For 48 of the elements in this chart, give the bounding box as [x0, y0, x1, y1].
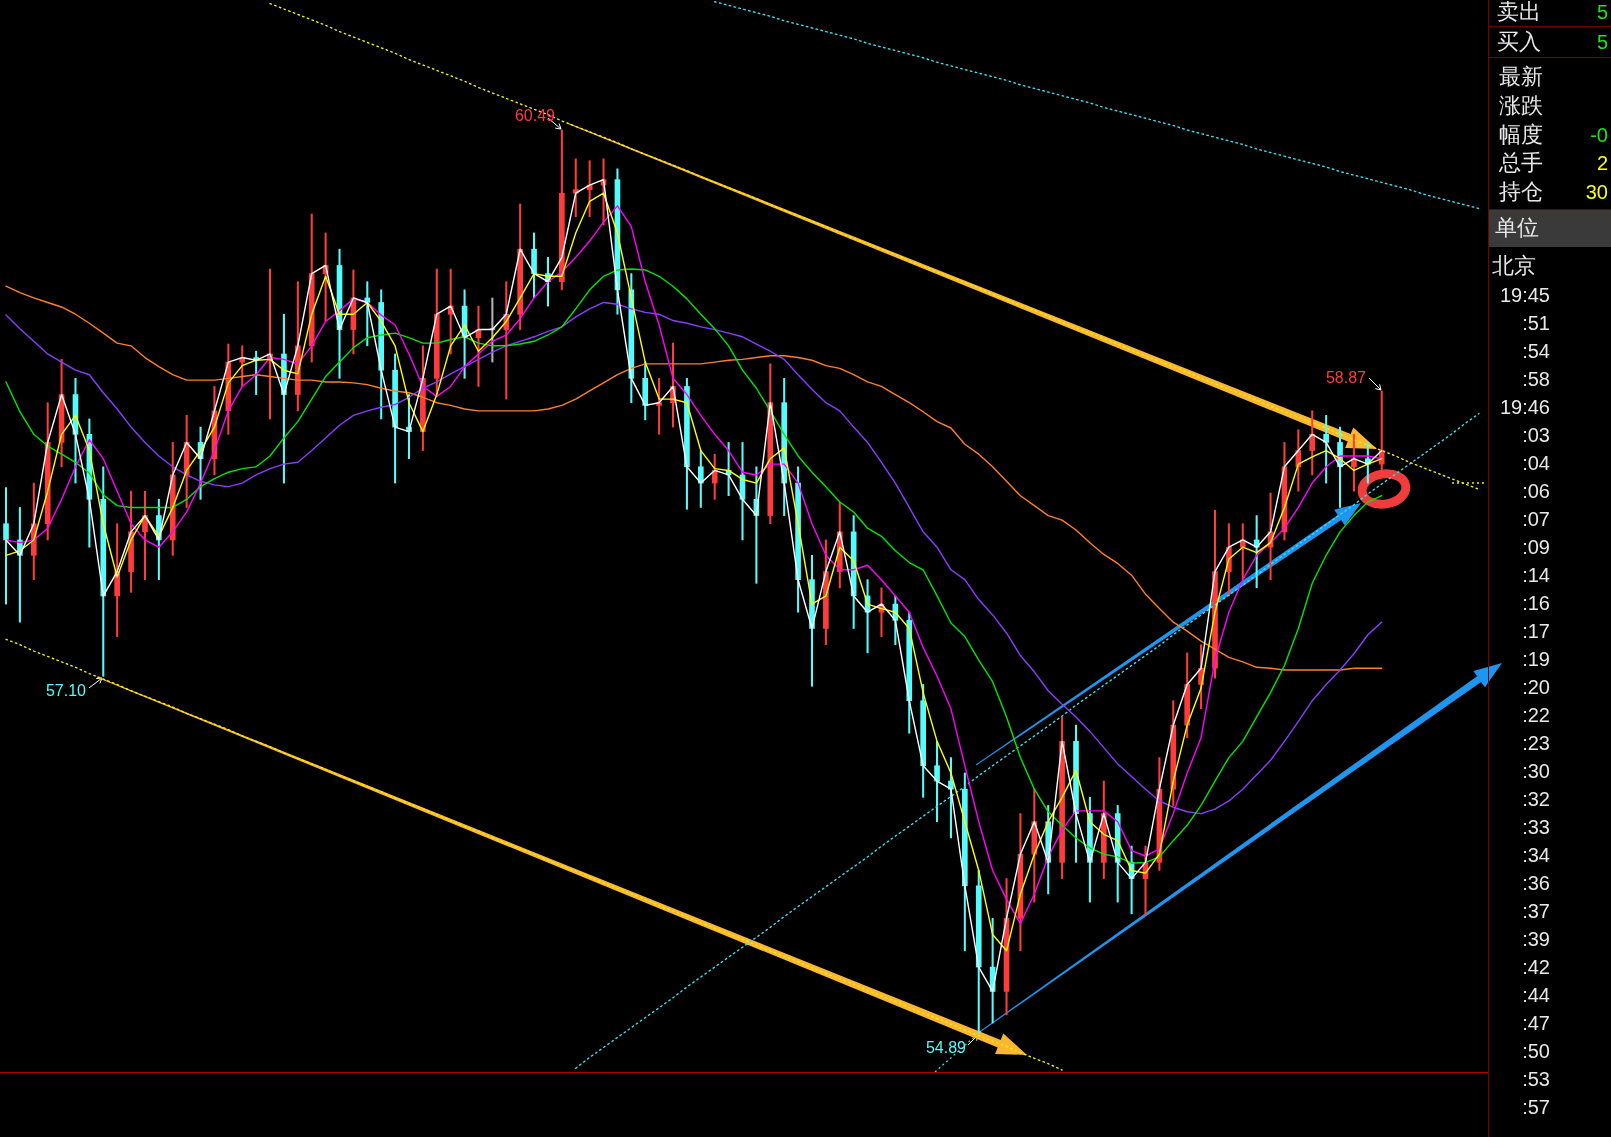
text: :39	[1522, 928, 1550, 950]
text: :22	[1522, 704, 1550, 726]
text: 2	[1596, 152, 1608, 174]
text: :33	[1522, 816, 1550, 838]
text: :30	[1522, 760, 1550, 782]
text: :03	[1522, 424, 1550, 446]
text: :16	[1522, 592, 1550, 614]
text: :51	[1522, 312, 1550, 334]
text: 单位	[1495, 215, 1539, 240]
text: 5	[1596, 31, 1608, 53]
text: :44	[1522, 984, 1550, 1006]
text: :42	[1522, 956, 1550, 978]
text: 最新	[1499, 64, 1543, 89]
text: 60.49	[514, 107, 556, 125]
text: 30	[1585, 181, 1608, 203]
text: 19:45	[1499, 284, 1550, 306]
text: :47	[1522, 1012, 1550, 1034]
text: :07	[1522, 508, 1550, 530]
text: :58	[1522, 368, 1550, 390]
text: 涨跌	[1499, 93, 1543, 118]
annotation: 58.87	[1325, 369, 1367, 387]
text: :50	[1522, 1040, 1550, 1062]
annotation: 57.10	[45, 682, 87, 700]
text: 总手	[1499, 150, 1543, 175]
text: :57	[1522, 1096, 1550, 1118]
text: :19	[1522, 648, 1550, 670]
text: :06	[1522, 480, 1550, 502]
text: :09	[1522, 536, 1550, 558]
text: 卖出	[1497, 0, 1541, 24]
text: :34	[1522, 844, 1550, 866]
text: 幅度	[1499, 122, 1543, 147]
text: :04	[1522, 452, 1550, 474]
text: 5	[1596, 1, 1608, 23]
text: :54	[1522, 340, 1550, 362]
text: :14	[1522, 564, 1550, 586]
text: 持仓	[1499, 179, 1543, 204]
text: :17	[1522, 620, 1550, 642]
text: :36	[1522, 872, 1550, 894]
text: :23	[1522, 732, 1550, 754]
text: :37	[1522, 900, 1550, 922]
text: 买入	[1497, 29, 1541, 54]
text: :53	[1522, 1068, 1550, 1090]
text: :32	[1522, 788, 1550, 810]
text: 北京	[1492, 253, 1536, 278]
text: :20	[1522, 676, 1550, 698]
text: 19:46	[1499, 396, 1550, 418]
text: 54.89	[925, 1039, 967, 1057]
text: -0	[1590, 124, 1608, 146]
